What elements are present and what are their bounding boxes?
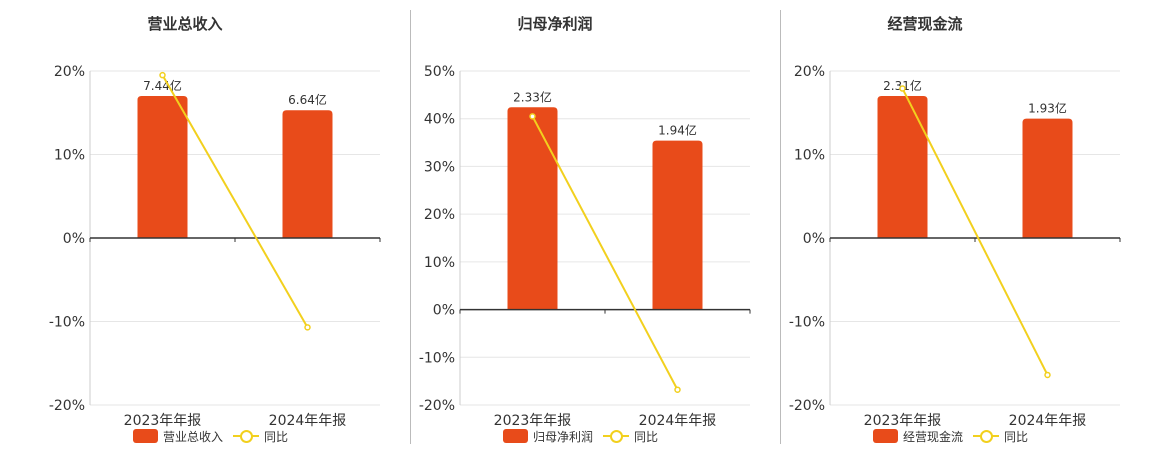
chart-legend: 归母净利润 同比 <box>503 427 658 445</box>
chart-title: 营业总收入 <box>147 15 223 33</box>
chart-title: 归母净利润 <box>517 15 593 33</box>
yoy-point <box>304 324 311 331</box>
bar-data-label: 6.64亿 <box>288 92 327 107</box>
legend-line-label: 同比 <box>1004 429 1029 444</box>
bar-data-label: 1.94亿 <box>658 123 697 138</box>
y-tick-label: 40% <box>424 112 455 128</box>
yoy-line <box>531 115 679 391</box>
y-tick-label: 10% <box>424 255 455 271</box>
bar <box>507 107 558 310</box>
chart-panel: 营业总收入 20% 10% 0% -10% -20% 7.44亿 6.64亿 2023年年报 20… <box>0 0 381 450</box>
yoy-point <box>1044 371 1051 379</box>
y-tick-label: 20% <box>424 207 455 223</box>
y-tick-label: -10% <box>49 315 85 331</box>
y-tick-label: -10% <box>419 350 455 366</box>
y-tick-label: 50% <box>424 64 455 80</box>
x-tick-label: 2024年年报 <box>639 413 717 429</box>
y-tick-label: -10% <box>789 315 825 331</box>
yoy-point <box>159 71 166 79</box>
panel-divider <box>410 10 411 444</box>
bar <box>877 96 928 238</box>
bar-data-label: 1.93亿 <box>1028 101 1067 116</box>
legend-bar-label: 归母净利润 <box>533 429 594 444</box>
legend-line-swatch <box>973 429 1000 443</box>
yoy-point <box>529 113 536 120</box>
y-tick-label: 20% <box>794 64 825 80</box>
chart-svg: 20% 10% 0% -10% -20% 7.44亿 6.64亿 2023年年报 2024年年报 <box>49 64 381 429</box>
x-tick-label: 2024年年报 <box>269 413 347 429</box>
y-tick-label: 30% <box>424 159 455 175</box>
yoy-line <box>161 74 309 328</box>
yoy-point <box>899 85 906 92</box>
bar-data-label: 2.33亿 <box>513 89 552 104</box>
x-tick-label: 2023年年报 <box>494 413 572 429</box>
yoy-point <box>674 386 681 393</box>
bar <box>652 140 703 310</box>
bar <box>1022 118 1073 238</box>
legend-bar-label: 营业总收入 <box>163 429 224 444</box>
chart-legend: 经营现金流 同比 <box>873 427 1028 445</box>
y-tick-label: 0% <box>433 303 455 319</box>
yoy-line <box>901 88 1049 376</box>
bar-data-label: 7.44亿 <box>143 78 182 93</box>
chart-panel: 归母净利润 50% 40% 30% 20% 10% 0% -10% -20% 2.33亿 1.94亿… <box>370 0 751 450</box>
legend-line-swatch <box>233 429 260 443</box>
chart-legend: 营业总收入 同比 <box>133 427 288 445</box>
legend-line-label: 同比 <box>634 429 659 444</box>
y-tick-label: 20% <box>54 64 85 80</box>
x-tick-label: 2023年年报 <box>864 413 942 429</box>
legend-bar-swatch <box>133 429 158 443</box>
chart-title: 经营现金流 <box>887 15 963 33</box>
legend-line-label: 同比 <box>264 429 289 444</box>
y-tick-label: -20% <box>419 398 455 414</box>
legend-bar-swatch <box>503 429 528 443</box>
chart-panel: 经营现金流20%10%0%-10%-20%2.31亿1.93亿2023年年报20… <box>740 0 1121 450</box>
legend-line-swatch <box>603 429 630 443</box>
y-tick-label: 0% <box>63 231 85 247</box>
chart-svg: 50% 40% 30% 20% 10% 0% -10% -20% 2.33亿 1.94亿 2023年… <box>419 64 751 429</box>
x-tick-label: 2024年年报 <box>1009 413 1087 429</box>
y-tick-label: -20% <box>789 398 825 414</box>
y-tick-label: -20% <box>49 398 85 414</box>
y-tick-label: 0% <box>803 231 825 247</box>
x-tick-label: 2023年年报 <box>124 413 202 429</box>
y-tick-label: 10% <box>54 148 85 164</box>
y-tick-label: 10% <box>794 148 825 164</box>
bar <box>137 96 188 238</box>
bar <box>282 110 333 238</box>
legend-bar-swatch <box>873 429 898 443</box>
panel-divider <box>780 10 781 444</box>
legend-bar-label: 经营现金流 <box>903 429 964 444</box>
